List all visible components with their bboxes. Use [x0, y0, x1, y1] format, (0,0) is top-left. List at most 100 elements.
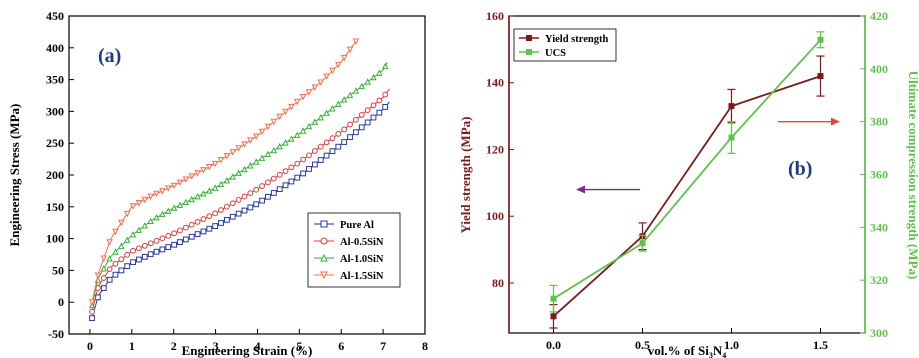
series-marker [253, 201, 260, 208]
series-marker [165, 207, 172, 214]
legend-marker [526, 35, 532, 41]
legend-label: UCS [545, 48, 566, 59]
series-marker [241, 141, 248, 148]
series-marker [294, 174, 301, 181]
series-marker [206, 213, 213, 220]
series-marker [223, 153, 231, 160]
series-marker [340, 54, 348, 62]
series-marker [288, 103, 295, 111]
series-marker [112, 248, 119, 255]
series-marker [276, 142, 283, 150]
series-marker [147, 251, 154, 258]
legend-marker [320, 220, 328, 228]
series-marker [346, 46, 354, 54]
series-marker [153, 237, 160, 244]
left-y-tick-label: 100 [486, 209, 504, 223]
series-marker [147, 217, 154, 225]
series-marker [282, 139, 289, 146]
series-marker [118, 219, 125, 227]
series-marker [323, 109, 330, 116]
series-marker [265, 179, 271, 186]
data-point [817, 73, 824, 80]
series-marker [118, 242, 125, 249]
panel-b-legend: Yield strength UCS [513, 28, 617, 62]
right-y-tick-label: 300 [870, 326, 888, 340]
series-marker [200, 167, 207, 174]
series-marker [206, 225, 213, 232]
series-marker [182, 224, 189, 231]
x-tick-label: 4 [254, 339, 260, 353]
series-marker [124, 236, 131, 243]
series-marker [382, 104, 389, 110]
series-marker [241, 193, 248, 200]
xlabel-sub-3: 3 [709, 351, 713, 358]
series-marker [212, 210, 219, 217]
series-marker [147, 193, 154, 201]
series-marker [335, 130, 342, 137]
series-marker [153, 213, 160, 221]
series-marker [135, 226, 143, 233]
series-marker [376, 97, 383, 104]
series-marker [129, 203, 137, 210]
series-marker [235, 196, 242, 203]
xlabel-part-mid: N [713, 343, 723, 358]
series-marker [235, 145, 242, 152]
series-marker [294, 98, 301, 106]
left-axis-arrowhead [576, 185, 585, 194]
series-marker [270, 118, 278, 126]
series-marker [106, 239, 113, 246]
series-marker [159, 210, 166, 218]
series-marker [265, 193, 271, 200]
series-marker [235, 169, 242, 176]
x-tick-label: 6 [338, 339, 344, 353]
series-marker [177, 239, 183, 245]
series-marker [106, 276, 113, 283]
series-marker [288, 178, 295, 185]
series-marker [341, 139, 348, 145]
series-marker [259, 197, 265, 204]
x-tick-label: 1 [129, 339, 135, 353]
data-point [550, 295, 557, 302]
data-point [728, 134, 735, 141]
series-marker [270, 190, 277, 196]
series-marker [200, 228, 207, 235]
series-marker [311, 118, 319, 125]
series-marker [165, 232, 172, 239]
series-marker [317, 79, 324, 86]
series-marker [364, 107, 371, 114]
x-tick-label: 0 [87, 339, 93, 353]
series-line [552, 75, 821, 317]
series-marker [188, 221, 195, 228]
series-marker [264, 150, 272, 158]
y-tick-label: 300 [46, 104, 64, 118]
series-marker [129, 230, 137, 238]
series-marker [217, 180, 225, 188]
panel-b-legend-box [513, 28, 617, 62]
series-marker [170, 182, 178, 190]
series-marker [141, 242, 148, 249]
y-tick-label: 350 [46, 73, 64, 87]
panel-b-arrows [576, 117, 840, 194]
series-marker [247, 190, 254, 197]
series-marker [223, 176, 231, 184]
series-marker [306, 152, 312, 159]
series-marker [141, 196, 149, 204]
x-tick-label: 0.5 [635, 338, 650, 352]
series-marker [376, 109, 383, 116]
right-y-tick-label: 320 [870, 273, 888, 287]
series-marker [276, 186, 283, 193]
series-marker [305, 122, 313, 130]
series-marker [100, 285, 107, 292]
series-marker [112, 271, 119, 278]
series-marker [147, 240, 154, 247]
left-y-tick-label: 80 [492, 276, 504, 290]
series-marker [124, 263, 131, 270]
panel-a-legend: Pure Al Al-0.5SiN Al-1.0SiN Al-1.5SiN [307, 212, 401, 288]
series-marker [135, 200, 143, 207]
x-tick-label: 1.0 [724, 338, 739, 352]
data-point [550, 313, 557, 320]
series-marker [317, 157, 324, 163]
series-marker [329, 148, 336, 155]
legend-label: Yield strength [545, 34, 608, 45]
series-marker [182, 236, 189, 243]
